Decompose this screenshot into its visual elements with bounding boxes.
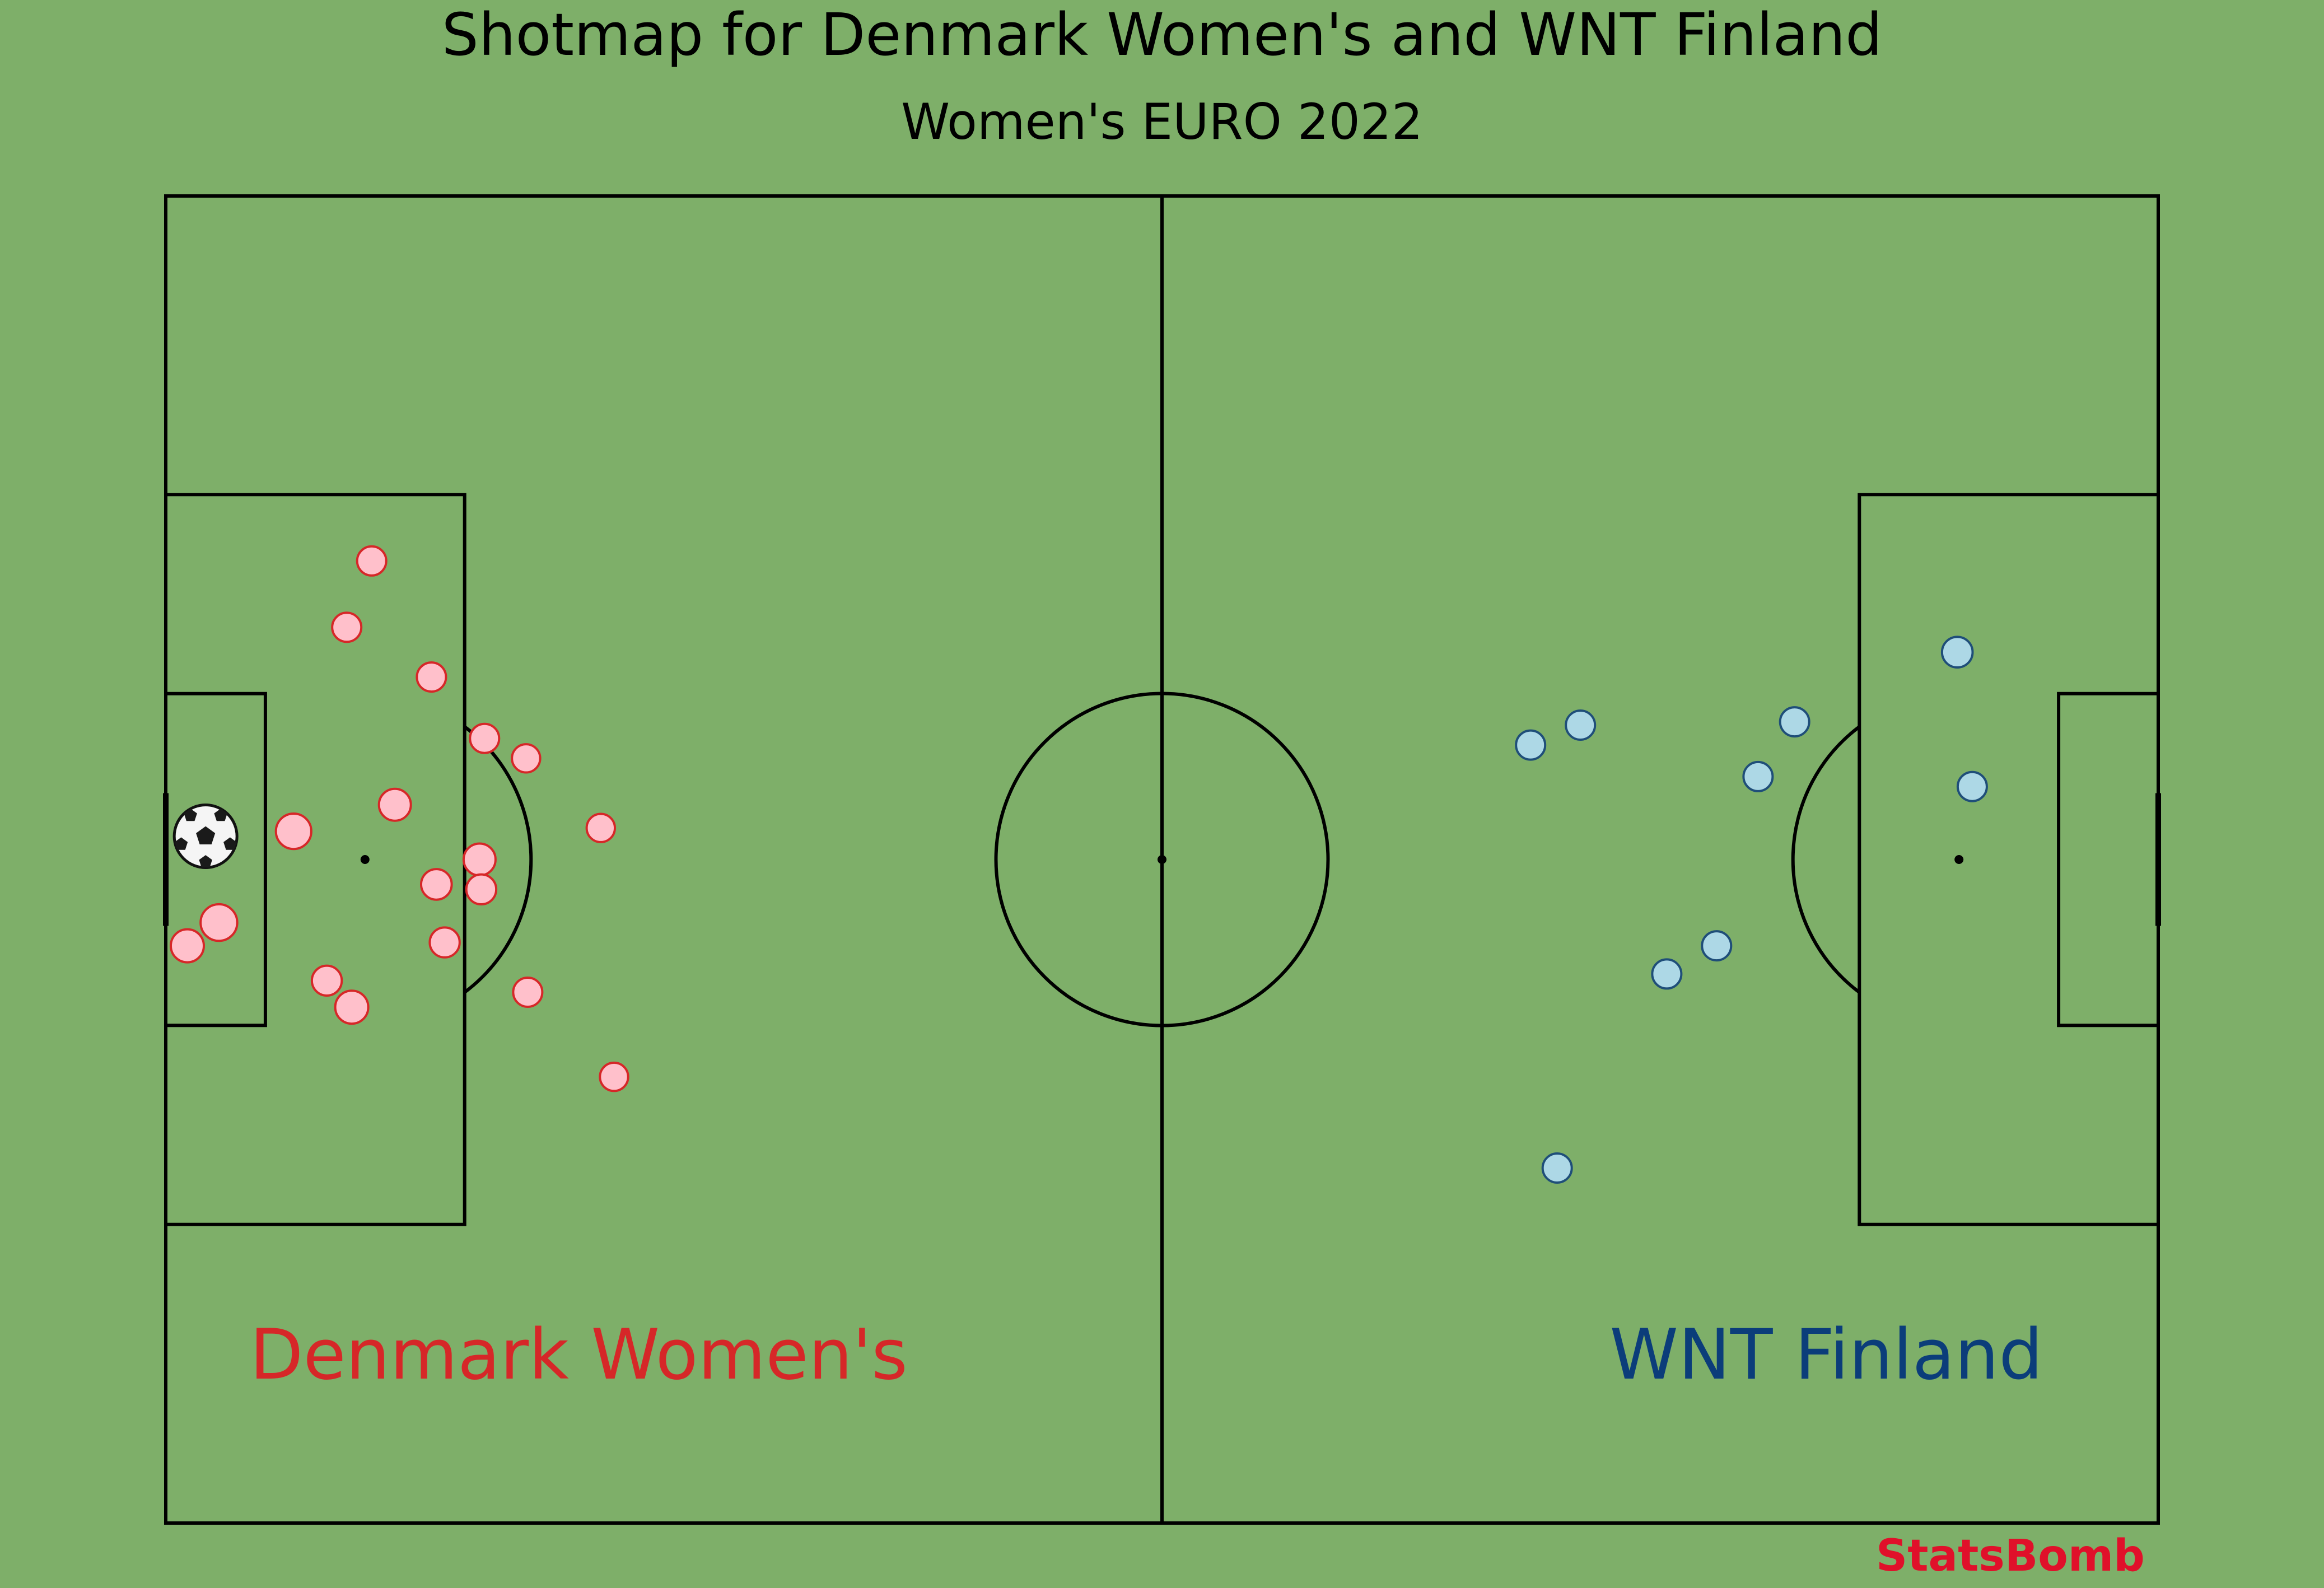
denmark-shot-point [599, 1061, 629, 1092]
denmark-shot-point [334, 989, 370, 1025]
finland-shot-point [1779, 706, 1810, 738]
center-spot [1158, 855, 1166, 864]
denmark-shot-point [170, 928, 205, 964]
finland-shot-point [1956, 770, 1988, 802]
denmark-shot-point [310, 964, 343, 997]
ball-center-patch [196, 826, 216, 844]
right-penalty-spot [1954, 855, 1964, 864]
denmark-shot-point [585, 812, 617, 843]
left-penalty-spot [360, 855, 370, 864]
finland-shot-point [1651, 958, 1683, 990]
finland-shot-point [1940, 636, 1974, 669]
denmark-shot-point [377, 787, 412, 822]
chart-title: Shotmap for Denmark Women's and WNT Finl… [442, 1, 1883, 69]
denmark-shot-point [469, 722, 501, 754]
denmark-shot-point [465, 873, 498, 906]
brand-logo: StatsBomb [1876, 1531, 2145, 1581]
denmark-shot-point [356, 545, 388, 577]
ball-edge-patch [214, 809, 227, 821]
left-penalty-arc [463, 725, 533, 994]
denmark-shot-point [420, 868, 453, 901]
denmark-shot-point [512, 977, 544, 1008]
pitch [163, 194, 2161, 1525]
finland-shots [1515, 636, 1988, 1184]
finland-shot-point [1565, 709, 1597, 741]
finland-shot-point [1515, 729, 1547, 761]
ball-edge-patch [199, 855, 212, 868]
denmark-shot-point [199, 903, 239, 942]
denmark-shot-point [274, 812, 312, 851]
denmark-shots [170, 545, 629, 1092]
ball-edge-patch [174, 837, 188, 850]
right-penalty-arc [1791, 725, 1861, 994]
denmark-shot-point [416, 661, 447, 693]
finland-shot-point [1701, 930, 1733, 962]
denmark-shot-point [428, 926, 461, 959]
center-circle [994, 692, 1330, 1027]
team-label-finland: WNT Finland [1609, 1315, 2043, 1395]
ball-edge-patch [184, 809, 197, 821]
denmark-shot-point [511, 743, 542, 774]
ball-edge-patch [223, 837, 237, 850]
denmark-shot-point [331, 611, 363, 643]
finland-shot-point [1541, 1152, 1573, 1184]
chart-subtitle: Women's EURO 2022 [901, 93, 1423, 151]
finland-shot-point [1742, 760, 1774, 792]
team-label-denmark: Denmark Women's [250, 1315, 908, 1395]
denmark-shot-point [462, 842, 497, 877]
